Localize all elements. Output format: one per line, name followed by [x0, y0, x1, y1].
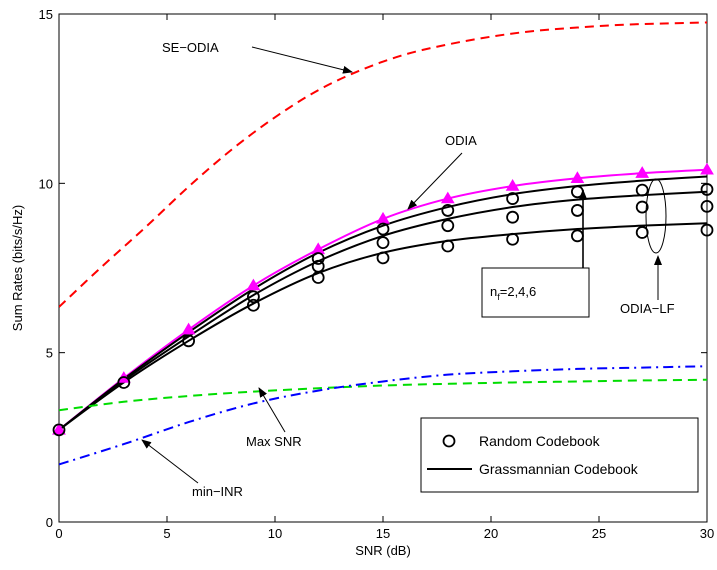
- random-codebook-point: [635, 183, 649, 197]
- annotation-nf-values: =2,4,6: [500, 284, 537, 299]
- random-codebook-point: [700, 199, 714, 213]
- y-tick-label: 15: [39, 7, 53, 22]
- random-codebook-point: [635, 200, 649, 214]
- annotation-odia-arrow: [407, 152, 463, 210]
- odia-triangle-point: [635, 166, 650, 178]
- odia-triangle-point: [52, 422, 66, 435]
- random-codebook-point: [700, 183, 714, 196]
- legend-random-marker: [442, 434, 456, 448]
- annotation-max-snr: Max SNR: [246, 434, 302, 449]
- random-codebook-point: [635, 226, 649, 239]
- axis-ticks: 0 5 10 15 20 25 30 0 5 10 15: [39, 7, 715, 541]
- x-tick-label: 20: [484, 526, 498, 541]
- random-codebook-point: [311, 259, 325, 273]
- random-codebook-point: [311, 252, 325, 265]
- random-codebook-point: [506, 192, 519, 205]
- marker-layer: [52, 162, 714, 437]
- random-codebook-point: [441, 204, 455, 217]
- random-codebook-point: [52, 423, 66, 437]
- annotation-odia: ODIA: [445, 133, 477, 148]
- x-tick-label: 25: [592, 526, 606, 541]
- annotation-nf-sub: f: [497, 292, 500, 302]
- odia-triangle-point: [505, 179, 520, 191]
- random-codebook-point: [700, 223, 714, 237]
- odia-triangle-point: [440, 191, 455, 204]
- annotation-nf-prefix: n: [490, 284, 497, 299]
- x-tick-label: 10: [268, 526, 282, 541]
- x-tick-label: 30: [700, 526, 714, 541]
- odia-triangle-point: [570, 171, 585, 183]
- annotation-se-odia-arrow: [251, 46, 353, 74]
- random-codebook-point: [117, 376, 131, 389]
- series-line-3: [59, 190, 707, 431]
- odia-triangle-point: [181, 322, 196, 335]
- series-line-2: [59, 175, 707, 431]
- random-codebook-point: [506, 232, 519, 246]
- annotation-odia-lf: ODIA−LF: [620, 301, 675, 316]
- x-axis-label: SNR (dB): [355, 543, 411, 558]
- series-line-5: [59, 378, 707, 412]
- annotation-min-inr-arrow: [141, 439, 199, 484]
- annotation-nf-box: [481, 267, 590, 318]
- random-codebook-point: [441, 219, 455, 233]
- x-tick-label: 5: [163, 526, 170, 541]
- x-tick-label: 15: [376, 526, 390, 541]
- annotation-nf-label: nf=2,4,6: [490, 284, 536, 302]
- annotation-max-snr-arrow: [258, 387, 286, 433]
- random-codebook-point: [441, 239, 455, 253]
- y-tick-label: 5: [46, 346, 53, 361]
- legend-random-label: Random Codebook: [479, 433, 601, 449]
- odia-triangle-point: [700, 162, 714, 175]
- series-line-6: [59, 365, 707, 466]
- y-axis-label: Sum Rates (bits/s/Hz): [10, 205, 25, 331]
- random-codebook-point: [376, 222, 390, 236]
- random-codebook-point: [246, 290, 260, 304]
- legend: Random Codebook Grassmannian Codebook: [420, 417, 699, 493]
- series-line-0: [59, 21, 707, 308]
- y-tick-label: 0: [46, 515, 53, 530]
- random-codebook-point: [376, 236, 390, 250]
- annotation-se-odia: SE−ODIA: [162, 40, 219, 55]
- random-codebook-point: [246, 298, 260, 312]
- legend-box: [420, 417, 699, 493]
- random-codebook-point: [376, 251, 390, 265]
- y-tick-label: 10: [39, 176, 53, 191]
- annotation-min-inr: min−INR: [192, 484, 243, 499]
- random-codebook-point: [182, 334, 196, 348]
- x-tick-label: 0: [55, 526, 62, 541]
- annotation-odia-lf-ellipse: [645, 178, 667, 254]
- odia-triangle-point: [246, 278, 261, 291]
- random-codebook-point: [506, 210, 519, 224]
- legend-grass-label: Grassmannian Codebook: [479, 461, 639, 477]
